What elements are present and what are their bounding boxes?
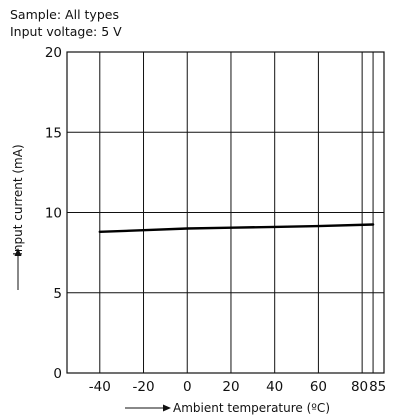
x-tick-label: 0 [183, 379, 192, 395]
series-line [98, 223, 375, 234]
tick-labels: -40 -20 0 20 40 60 80 85 0 5 10 15 20 [45, 45, 386, 395]
grid [67, 51, 384, 374]
x-tick-label: -20 [132, 379, 154, 395]
x-tick-label: -40 [89, 379, 111, 395]
y-tick-label: 20 [45, 45, 62, 61]
y-axis-title-group: Input current (mA) [11, 144, 25, 290]
x-tick-label: 20 [222, 379, 239, 395]
y-axis-title: Input current (mA) [11, 144, 25, 255]
y-tick-label: 10 [45, 206, 62, 222]
x-tick-label: 60 [310, 379, 327, 395]
input-voltage-note: Input voltage: 5 V [10, 24, 122, 39]
plot-frame [66, 51, 385, 374]
y-tick-label: 5 [53, 286, 62, 302]
x-tick-label: 85 [369, 379, 386, 395]
series-layer [98, 223, 375, 234]
y-axis-arrow-head [14, 248, 22, 256]
y-tick-label: 0 [53, 366, 62, 382]
x-tick-label: 80 [351, 379, 368, 395]
y-tick-label: 15 [45, 125, 62, 141]
x-axis-arrow-head [163, 404, 171, 412]
x-axis-title-group: Ambient temperature (ºC) [125, 401, 330, 415]
x-axis-title: Ambient temperature (ºC) [173, 401, 330, 415]
sample-note: Sample: All types [10, 7, 119, 22]
x-tick-label: 40 [266, 379, 283, 395]
